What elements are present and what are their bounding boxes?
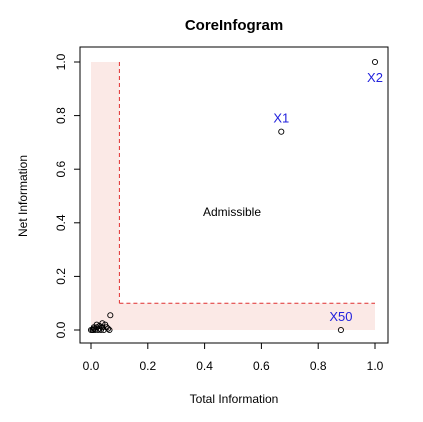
- y-axis-label: Net Information: [16, 155, 30, 237]
- point-label-x50: X50: [329, 309, 352, 324]
- scatter-point-x2: [371, 58, 379, 66]
- x-tick-label: 0.8: [310, 359, 327, 373]
- x-axis-label: Total Information: [190, 392, 279, 406]
- inadmissible-region-horizontal: [119, 303, 376, 330]
- threshold-lines-layer: [118, 62, 375, 304]
- plot-background-layer: [91, 62, 376, 330]
- scatter-point: [96, 325, 103, 332]
- y-tick-label: 0.6: [54, 161, 68, 178]
- point-labels-layer: X1 X2 X50: [273, 70, 383, 324]
- scatter-point: [90, 326, 97, 334]
- scatter-point-x50: [337, 326, 344, 334]
- scatter-point: [106, 326, 113, 334]
- chart-title: CoreInfogram: [185, 17, 283, 34]
- scatter-point: [107, 312, 114, 319]
- scatter-point: [90, 324, 97, 331]
- y-tick-label: 0.8: [54, 107, 68, 124]
- y-tick-label: 0.0: [54, 321, 68, 338]
- x-tick-label: 0.6: [253, 359, 270, 373]
- scatter-point-x1: [278, 128, 285, 135]
- admissible-annotation: Admissible: [203, 205, 261, 219]
- x-tick-label: 0.4: [196, 359, 213, 373]
- y-tick-label: 1.0: [54, 53, 68, 70]
- y-tick-label: 0.2: [54, 268, 68, 285]
- inadmissible-region-vertical: [91, 62, 120, 330]
- x-tick-label: 0.2: [139, 359, 156, 373]
- scatter-point: [99, 320, 106, 327]
- x-tick-label: 0.0: [83, 359, 100, 373]
- point-label-x2: X2: [367, 70, 383, 85]
- axes-layer: 0.0 0.2 0.4 0.6 0.8 1.0 0.0 0.2 0.4 0.6 0.8 1.0: [54, 46, 389, 373]
- points-layer: [87, 58, 379, 334]
- scatter-point: [104, 325, 112, 332]
- point-label-x1: X1: [273, 111, 289, 126]
- y-tick-label: 0.4: [54, 214, 68, 231]
- plot-frame: [79, 46, 389, 344]
- x-tick-label: 1.0: [367, 359, 384, 373]
